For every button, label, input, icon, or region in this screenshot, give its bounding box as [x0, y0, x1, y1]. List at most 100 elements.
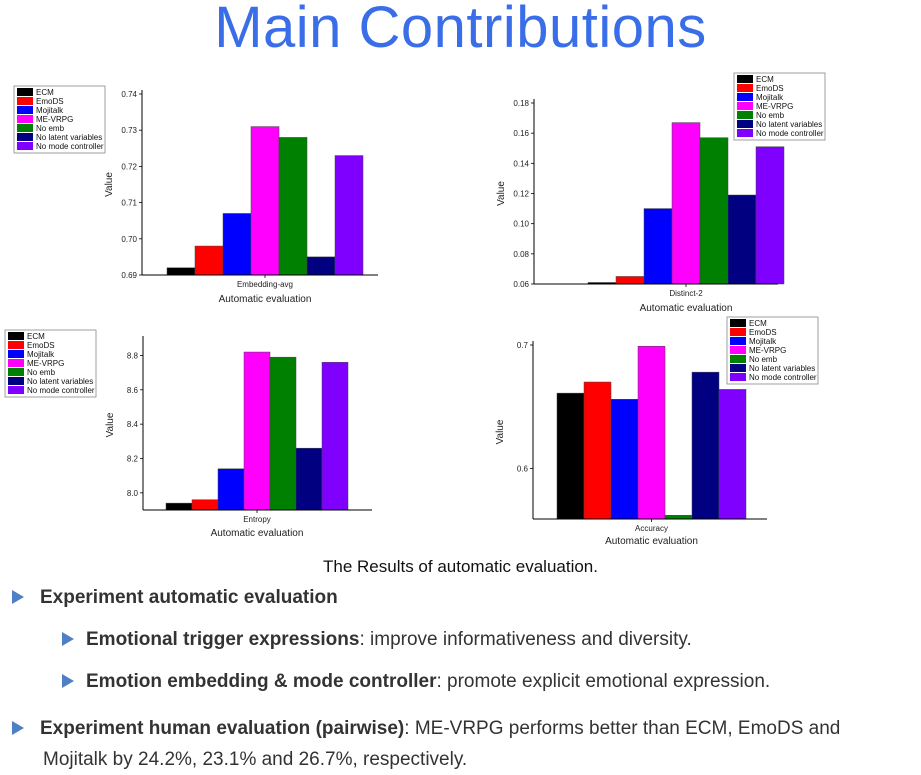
y-tick-label: 0.14: [513, 159, 529, 168]
legend-label: EmoDS: [749, 328, 777, 337]
bullet-text: : improve informativeness and diversity.: [359, 629, 692, 650]
y-tick-label: 0.18: [513, 99, 529, 108]
y-tick-label: 0.74: [121, 90, 137, 99]
legend-label: No mode controller: [27, 386, 95, 395]
legend-label: ECM: [27, 332, 45, 341]
legend-swatch: [8, 368, 24, 376]
legend-swatch: [8, 386, 24, 394]
legend-swatch: [737, 84, 753, 92]
legend-label: Mojitalk: [27, 350, 55, 359]
legend-swatch: [730, 346, 746, 354]
legend-label: ME-VRPG: [756, 102, 793, 111]
bar-mojitalk: [222, 213, 252, 276]
legend-label: No emb: [756, 111, 785, 120]
bullet-triangle-icon: [12, 721, 24, 735]
bar-me-vrpg: [243, 351, 271, 511]
bar-emods: [191, 499, 219, 511]
bar-emods: [615, 276, 645, 285]
legend-swatch: [17, 88, 33, 96]
bullet-emotion-embedding: Emotion embedding & mode controller: pro…: [62, 666, 770, 697]
legend-swatch: [730, 328, 746, 336]
bullet-bold-text: Emotion embedding & mode controller: [86, 671, 437, 692]
bullet-emotional-trigger: Emotional trigger expressions: improve i…: [62, 624, 692, 655]
bar-no-mode-controller: [718, 389, 747, 520]
legend-label: No latent variables: [36, 133, 102, 142]
legend-swatch: [737, 93, 753, 101]
x-axis-label: Automatic evaluation: [219, 294, 312, 305]
legend-label: No mode controller: [749, 373, 817, 382]
legend-swatch: [8, 377, 24, 385]
legend-swatch: [8, 341, 24, 349]
bullet-bold-text: Emotional trigger expressions: [86, 629, 360, 650]
bar-emods: [583, 381, 612, 520]
legend-swatch: [730, 364, 746, 372]
slide-title: Main Contributions: [214, 0, 707, 60]
y-tick-label: 0.6: [517, 464, 529, 473]
legend-swatch: [17, 133, 33, 141]
bar-ecm: [556, 392, 585, 520]
legend-swatch: [730, 319, 746, 327]
legend-label: ME-VRPG: [27, 359, 64, 368]
legend-label: ME-VRPG: [36, 115, 73, 124]
x-tick-label: Embedding-avg: [237, 280, 293, 289]
legend-label: EmoDS: [27, 341, 55, 350]
chart-entropy: 8.0 8.2 8.4 8.6 8.8 Entropy Automatic evaluati…: [4, 329, 372, 539]
legend-label: ECM: [36, 88, 54, 97]
y-tick-label: 0.73: [121, 126, 137, 135]
y-tick-label: 8.8: [127, 351, 139, 360]
legend-label: No mode controller: [756, 129, 824, 138]
bar-emods: [194, 245, 224, 276]
y-tick-label: 8.6: [127, 386, 139, 395]
bar-no-emb: [664, 515, 693, 520]
bullet-text: : promote explicit emotional expression.: [436, 671, 771, 692]
bar-me-vrpg: [671, 122, 701, 285]
y-axis-label: Value: [496, 181, 507, 206]
y-tick-label: 0.70: [121, 235, 137, 244]
x-tick-label: Accuracy: [635, 524, 668, 533]
y-tick-label: 0.08: [513, 250, 529, 259]
y-axis-label: Value: [105, 412, 116, 437]
bar-no-latent-variables: [727, 194, 757, 285]
bar-no-latent-variables: [295, 447, 323, 511]
legend-swatch: [8, 332, 24, 340]
bar-no-emb: [278, 137, 308, 276]
legend-label: ECM: [756, 75, 774, 84]
y-tick-label: 0.10: [513, 220, 529, 229]
bar-no-latent-variables: [306, 256, 336, 276]
y-tick-label: 8.2: [127, 454, 139, 463]
bullet-bold-text: Experiment automatic evaluation: [40, 587, 338, 608]
legend-label: No latent variables: [756, 120, 822, 129]
legend-swatch: [737, 102, 753, 110]
y-tick-label: 0.12: [513, 190, 529, 199]
legend-label: ME-VRPG: [749, 346, 786, 355]
chart-accuracy: 0.6 0.7 Accuracy Automatic evaluation Value E…: [495, 316, 819, 547]
y-tick-label: 0.72: [121, 162, 137, 171]
bar-no-mode-controller: [755, 146, 785, 285]
legend-label: EmoDS: [36, 97, 64, 106]
legend-label: ECM: [749, 319, 767, 328]
legend-label: Mojitalk: [756, 93, 784, 102]
legend-swatch: [737, 75, 753, 83]
y-axis-label: Value: [104, 172, 115, 197]
legend-label: No mode controller: [36, 142, 104, 151]
legend-label: No emb: [36, 124, 65, 133]
legend-swatch: [737, 120, 753, 128]
y-tick-label: 0.69: [121, 271, 137, 280]
legend-label: Mojitalk: [749, 337, 777, 346]
x-axis-label: Automatic evaluation: [211, 528, 304, 539]
x-tick-label: Entropy: [243, 515, 271, 524]
bar-no-emb: [699, 137, 729, 285]
legend-label: No emb: [749, 355, 778, 364]
legend-swatch: [8, 359, 24, 367]
bullet-triangle-icon: [62, 674, 74, 688]
legend-label: EmoDS: [756, 84, 784, 93]
bullet-text-continued: Mojitalk by 24.2%, 23.1% and 26.7%, resp…: [43, 749, 468, 770]
bar-ecm: [165, 502, 193, 511]
legend-swatch: [8, 350, 24, 358]
legend-label: No latent variables: [749, 364, 815, 373]
bar-mojitalk: [610, 399, 639, 520]
bullet-triangle-icon: [12, 590, 24, 604]
